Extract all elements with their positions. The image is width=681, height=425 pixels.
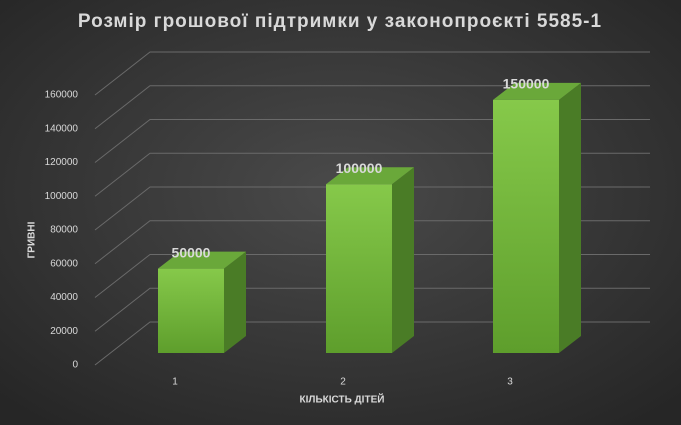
grid-line — [94, 51, 650, 96]
bar-side — [224, 251, 246, 353]
x-tick-label: 1 — [172, 377, 178, 388]
y-tick-label: 120000 — [45, 157, 79, 168]
chart-title: Розмір грошової підтримки у законопроєкт… — [78, 11, 602, 32]
grid-line — [94, 287, 650, 332]
y-tick-label: 140000 — [45, 123, 79, 134]
x-tick-label: 3 — [507, 377, 513, 388]
grid-line — [94, 119, 650, 163]
bar-top — [326, 167, 414, 185]
grid-line — [94, 186, 650, 231]
bar-top — [493, 82, 581, 100]
y-tick-label: 80000 — [50, 225, 78, 236]
y-tick-label: 100000 — [45, 191, 79, 202]
grid-line — [94, 85, 650, 130]
y-tick-label: 40000 — [50, 292, 78, 303]
y-tick-label: 60000 — [50, 258, 78, 269]
bar — [158, 268, 224, 353]
value-label: 100000 — [336, 160, 383, 176]
x-tick-label: 2 — [340, 377, 346, 388]
bar-top — [158, 251, 246, 269]
bar-side — [559, 82, 581, 353]
value-label: 150000 — [503, 76, 550, 92]
grid-line — [94, 254, 650, 298]
bar — [493, 99, 559, 353]
y-tick-label: 20000 — [50, 326, 78, 337]
y-tick-label: 0 — [72, 360, 78, 371]
value-label: 50000 — [172, 244, 211, 260]
grid-line — [94, 321, 650, 366]
bar-side — [392, 167, 414, 353]
y-tick-label: 160000 — [45, 90, 79, 101]
grid-line — [94, 220, 650, 265]
bar — [326, 184, 392, 353]
grid-line — [94, 152, 650, 197]
y-axis-title: ГРИВНІ — [27, 221, 38, 258]
x-axis-title: КІЛЬКІСТЬ ДІТЕЙ — [300, 393, 385, 406]
